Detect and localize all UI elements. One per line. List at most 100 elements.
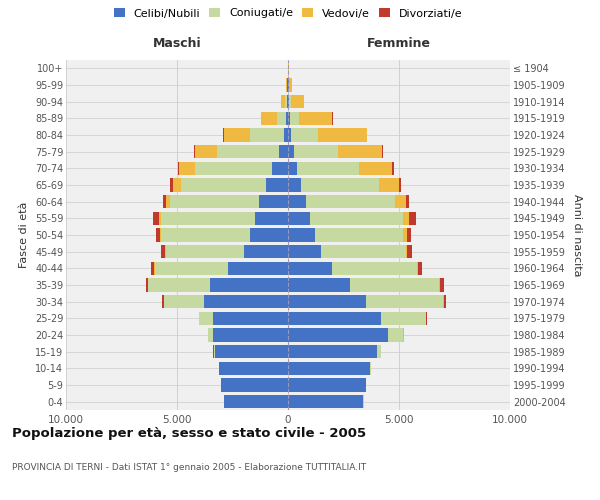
Bar	[292, 128, 318, 141]
Bar	[406, 195, 409, 208]
Legend: Celibi/Nubili, Coniugati/e, Vedovi/e, Divorziati/e: Celibi/Nubili, Coniugati/e, Vedovi/e, Di…	[113, 8, 463, 18]
Bar	[395, 195, 406, 208]
Bar	[288, 195, 306, 208]
Bar	[366, 295, 443, 308]
Bar	[161, 228, 250, 241]
Bar	[151, 262, 154, 275]
Bar	[173, 178, 181, 192]
Bar	[244, 245, 288, 258]
Bar	[195, 162, 272, 175]
Text: Maschi: Maschi	[152, 37, 202, 50]
Bar	[288, 328, 388, 342]
Bar	[288, 245, 322, 258]
Bar	[359, 162, 392, 175]
Bar	[306, 195, 395, 208]
Bar	[288, 395, 364, 408]
Bar	[156, 228, 160, 241]
Bar	[195, 145, 217, 158]
Bar	[288, 128, 292, 141]
Bar	[146, 278, 148, 291]
Bar	[160, 228, 161, 241]
Bar	[409, 212, 416, 225]
Bar	[212, 328, 288, 342]
Bar	[163, 195, 166, 208]
Bar	[159, 212, 161, 225]
Bar	[299, 112, 332, 125]
Bar	[179, 162, 195, 175]
Bar	[166, 195, 170, 208]
Bar	[164, 295, 203, 308]
Bar	[254, 212, 288, 225]
Bar	[279, 145, 288, 158]
Bar	[288, 278, 350, 291]
Bar	[288, 78, 289, 92]
Bar	[170, 178, 173, 192]
Bar	[332, 262, 417, 275]
Bar	[318, 128, 367, 141]
Bar	[314, 228, 403, 241]
Bar	[350, 278, 439, 291]
Bar	[212, 312, 288, 325]
Text: PROVINCIA DI TERNI - Dati ISTAT 1° gennaio 2005 - Elaborazione TUTTITALIA.IT: PROVINCIA DI TERNI - Dati ISTAT 1° genna…	[12, 462, 366, 471]
Bar	[217, 145, 279, 158]
Bar	[287, 95, 288, 108]
Bar	[288, 312, 381, 325]
Bar	[250, 228, 288, 241]
Bar	[277, 112, 286, 125]
Bar	[444, 295, 446, 308]
Bar	[210, 278, 288, 291]
Text: Femmine: Femmine	[367, 37, 431, 50]
Bar	[322, 245, 406, 258]
Bar	[284, 128, 288, 141]
Bar	[208, 328, 212, 342]
Bar	[285, 95, 287, 108]
Bar	[297, 162, 359, 175]
Bar	[392, 162, 394, 175]
Bar	[215, 345, 288, 358]
Bar	[165, 245, 166, 258]
Bar	[288, 162, 297, 175]
Bar	[272, 162, 288, 175]
Bar	[288, 95, 289, 108]
Bar	[228, 262, 288, 275]
Y-axis label: Fasce di età: Fasce di età	[19, 202, 29, 268]
Bar	[161, 212, 254, 225]
Bar	[379, 178, 399, 192]
Bar	[219, 362, 288, 375]
Bar	[338, 145, 382, 158]
Bar	[203, 295, 288, 308]
Bar	[224, 395, 288, 408]
Bar	[377, 345, 381, 358]
Bar	[382, 145, 383, 158]
Bar	[288, 262, 332, 275]
Bar	[291, 95, 304, 108]
Bar	[301, 178, 379, 192]
Bar	[288, 345, 377, 358]
Bar	[148, 278, 210, 291]
Bar	[259, 195, 288, 208]
Bar	[310, 212, 403, 225]
Bar	[286, 78, 287, 92]
Bar	[288, 212, 310, 225]
Bar	[399, 178, 401, 192]
Y-axis label: Anni di nascita: Anni di nascita	[572, 194, 583, 276]
Text: Popolazione per età, sesso e stato civile - 2005: Popolazione per età, sesso e stato civil…	[12, 428, 366, 440]
Bar	[407, 228, 411, 241]
Bar	[381, 312, 425, 325]
Bar	[406, 245, 407, 258]
Bar	[214, 345, 215, 358]
Bar	[417, 262, 418, 275]
Bar	[439, 278, 440, 291]
Bar	[370, 362, 371, 375]
Bar	[288, 228, 314, 241]
Bar	[199, 312, 212, 325]
Bar	[418, 262, 422, 275]
Bar	[440, 278, 444, 291]
Bar	[289, 78, 292, 92]
Bar	[224, 128, 250, 141]
Bar	[293, 145, 338, 158]
Bar	[170, 195, 259, 208]
Bar	[288, 178, 301, 192]
Bar	[155, 262, 228, 275]
Bar	[281, 95, 285, 108]
